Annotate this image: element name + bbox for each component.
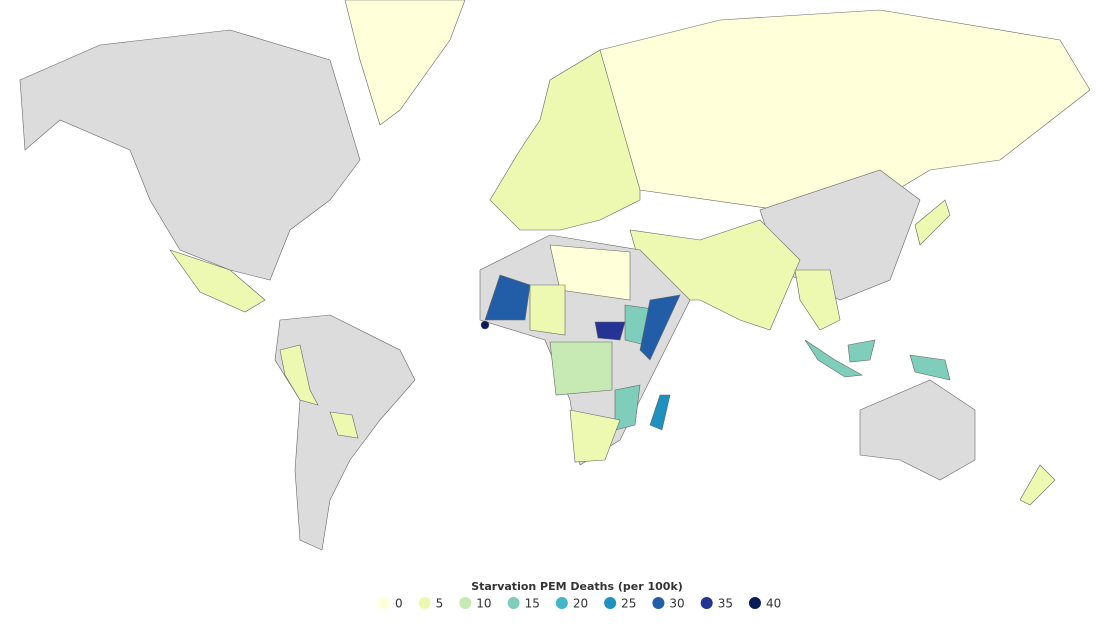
peru (279, 344, 319, 406)
mozambique (614, 384, 641, 431)
bolivia (329, 411, 359, 439)
legend-label: 20 (573, 597, 588, 611)
legend-label: 5 (436, 597, 444, 611)
legend-label: 30 (669, 597, 684, 611)
mali (484, 274, 531, 321)
greenland (344, 0, 466, 126)
legend-swatch (418, 597, 431, 609)
legend-swatch (652, 597, 665, 609)
legend-label: 40 (766, 597, 781, 611)
somalia (639, 294, 681, 361)
sierra-leone (480, 320, 490, 330)
north-america (19, 29, 361, 281)
legend-swatch (748, 597, 761, 609)
australia (859, 379, 976, 481)
southeast-asia (794, 269, 841, 331)
new-zealand (1019, 464, 1056, 506)
legend-swatch (459, 597, 472, 609)
south-sudan (594, 321, 626, 341)
legend-label: 0 (395, 597, 403, 611)
legend-swatch (507, 597, 520, 609)
legend: 0 5 10 15 20 25 30 35 40 (378, 597, 781, 611)
north-africa (549, 244, 631, 301)
legend-swatch (604, 597, 617, 609)
central-africa (549, 341, 613, 396)
legend-swatch (378, 597, 390, 609)
legend-label: 15 (525, 597, 540, 611)
legend-label: 35 (718, 597, 733, 611)
legend-label: 25 (621, 597, 636, 611)
regions (19, 0, 1091, 551)
legend-swatch (555, 597, 568, 609)
west-africa (529, 284, 566, 336)
mexico (169, 249, 266, 313)
indonesia (804, 339, 863, 378)
madagascar (649, 394, 671, 431)
legend-title: Starvation PEM Deaths (per 100k) (471, 580, 683, 593)
legend-label: 10 (476, 597, 491, 611)
borneo (847, 339, 876, 363)
papua (909, 354, 951, 381)
legend-swatch (700, 597, 713, 609)
southern-africa (569, 409, 621, 463)
japan (914, 199, 951, 246)
russia (599, 9, 1091, 211)
